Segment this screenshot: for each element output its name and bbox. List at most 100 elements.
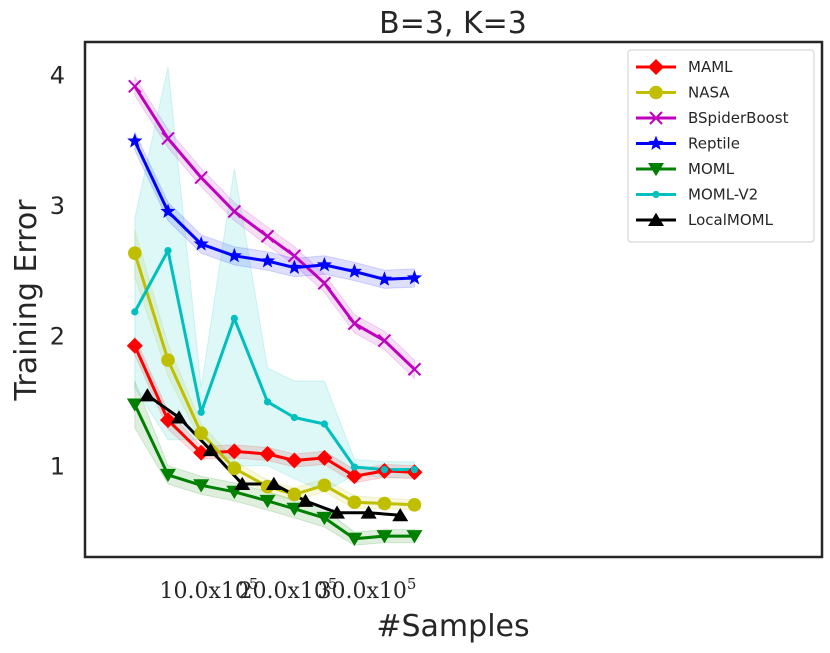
point-nasa	[128, 246, 142, 261]
x-tick-label: 30.0x105	[318, 575, 417, 604]
band-bspiderboost	[134, 75, 415, 380]
point-moml	[316, 511, 333, 526]
legend-label-nasa: NASA	[688, 84, 730, 102]
point-bspiderboost	[194, 170, 208, 185]
x-tick-label: 10.0x105	[160, 575, 259, 604]
point-maml	[259, 446, 276, 462]
y-axis-label: Training Error	[9, 199, 44, 402]
point-bspiderboost	[407, 362, 422, 376]
point-maml	[286, 452, 303, 469]
point-moml-v2	[320, 420, 328, 428]
line-bspiderboost	[133, 85, 416, 371]
point-maml	[346, 468, 363, 485]
point-reptile	[376, 271, 392, 286]
point-moml-v2	[263, 398, 272, 406]
line-moml-v2	[133, 249, 415, 472]
point-moml	[126, 398, 143, 412]
point-maml	[226, 443, 243, 460]
line-reptile	[133, 140, 415, 281]
point-reptile	[406, 270, 423, 285]
point-localmoml	[171, 410, 188, 424]
point-maml	[126, 337, 143, 354]
point-reptile	[160, 203, 176, 218]
point-moml-v2	[197, 408, 205, 416]
line-maml	[133, 345, 415, 478]
chart-title: B=3, K=3	[379, 6, 527, 41]
point-nasa	[194, 426, 208, 440]
point-nasa	[377, 496, 392, 511]
point-reptile	[286, 259, 302, 274]
point-bspiderboost	[227, 204, 242, 219]
legend-label-reptile: Reptile	[688, 135, 740, 153]
point-reptile	[259, 253, 276, 268]
point-maml	[159, 412, 176, 429]
point-localmoml	[265, 476, 282, 490]
legend-label-localmoml: LocalMOML	[688, 211, 774, 229]
legend: MAML NASA BSpiderBoost Reptile MOML MOML-V2 Lo…	[627, 49, 815, 243]
y-tick-label: 2	[50, 322, 65, 350]
point-localmoml	[329, 505, 346, 519]
point-moml	[259, 494, 276, 509]
point-bspiderboost	[161, 131, 175, 146]
point-moml-v2	[131, 308, 139, 316]
point-moml-v2	[350, 463, 359, 471]
legend-marker-localmoml	[648, 212, 664, 226]
legend-marker-maml	[648, 59, 664, 75]
point-nasa	[347, 495, 362, 510]
point-bspiderboost	[128, 79, 142, 94]
point-reptile	[316, 256, 332, 272]
point-maml	[316, 449, 333, 466]
point-bspiderboost	[317, 276, 332, 290]
y-tick-label: 4	[50, 62, 65, 90]
legend-marker-nasa	[649, 85, 663, 100]
legend-label-moml-v2: MOML-V2	[688, 186, 758, 204]
point-moml	[406, 530, 423, 544]
legend-marker-bspiderboost	[649, 111, 663, 125]
point-nasa	[407, 498, 422, 512]
point-moml-v2	[290, 413, 298, 422]
point-localmoml	[392, 508, 409, 522]
point-reptile	[127, 133, 143, 148]
x-tick-label: 20.0x105	[239, 575, 338, 604]
point-moml-v2	[164, 247, 172, 255]
legend-marker-moml	[648, 163, 664, 177]
point-localmoml	[297, 493, 314, 507]
point-nasa	[161, 353, 175, 367]
point-moml	[376, 530, 393, 544]
line-nasa	[133, 252, 415, 507]
point-bspiderboost	[287, 249, 302, 263]
point-moml-v2	[230, 314, 238, 323]
point-moml	[193, 479, 210, 493]
point-moml-v2	[380, 466, 389, 474]
point-localmoml	[360, 505, 377, 519]
series-lines	[133, 85, 416, 541]
point-bspiderboost	[347, 316, 362, 331]
point-localmoml	[234, 476, 251, 490]
legend-marker-moml-v2	[652, 190, 660, 199]
x-axis-label: #Samples	[376, 609, 529, 644]
line-moml	[133, 403, 415, 541]
y-ticks: 1 2 3 4	[50, 62, 65, 481]
series-markers	[126, 79, 423, 546]
legend-label-maml: MAML	[688, 58, 733, 76]
point-nasa	[317, 478, 332, 493]
point-localmoml	[139, 388, 156, 402]
point-bspiderboost	[260, 229, 275, 243]
plot-frame	[83, 40, 824, 559]
legend-marker-reptile	[648, 135, 664, 150]
point-nasa	[287, 487, 302, 502]
y-tick-label: 3	[50, 192, 65, 220]
point-bspiderboost	[377, 333, 392, 348]
point-moml	[346, 532, 363, 546]
legend-label-moml: MOML	[688, 160, 735, 178]
point-reptile	[193, 236, 209, 251]
point-localmoml	[202, 442, 219, 457]
legend-label-bspiderboost: BSpiderBoost	[688, 109, 789, 127]
point-maml	[193, 444, 210, 461]
point-reptile	[226, 247, 242, 263]
point-nasa	[227, 461, 242, 476]
point-moml	[159, 468, 176, 483]
y-tick-label: 1	[50, 453, 65, 481]
